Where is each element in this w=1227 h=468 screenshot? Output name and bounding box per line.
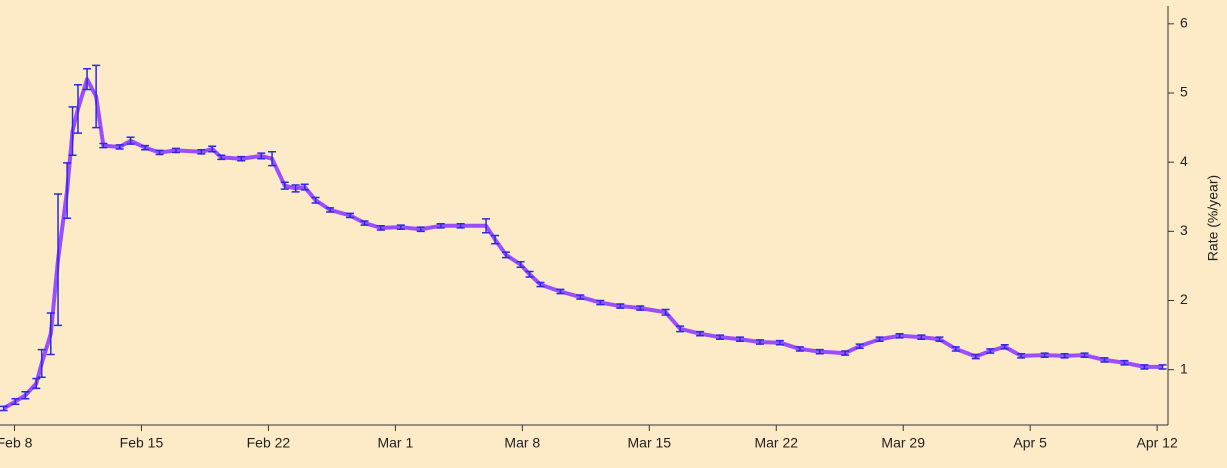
error-bar <box>775 339 784 346</box>
error-bar <box>491 234 500 245</box>
error-bar <box>755 339 764 345</box>
error-bar <box>217 154 226 161</box>
error-bar <box>502 251 511 259</box>
x-tick-label: Feb 8 <box>0 435 33 451</box>
error-bar <box>917 334 926 340</box>
error-bar <box>141 144 150 151</box>
error-bar <box>1140 364 1149 370</box>
error-bar <box>576 294 585 300</box>
error-bar <box>482 218 491 234</box>
error-bar <box>895 332 904 339</box>
error-bar <box>115 144 124 150</box>
error-bar <box>0 405 8 412</box>
error-bar <box>37 348 46 379</box>
y-tick-label: 1 <box>1180 360 1188 376</box>
error-bar <box>360 220 369 226</box>
error-bar <box>197 148 206 155</box>
error-bar <box>661 308 670 316</box>
error-bar <box>32 377 41 390</box>
error-bar <box>126 136 135 145</box>
error-bar <box>300 183 309 191</box>
x-tick-label: Mar 8 <box>504 435 540 451</box>
error-bar <box>73 83 82 134</box>
error-bar <box>696 330 705 337</box>
error-bar <box>11 397 20 405</box>
error-bar <box>935 336 944 343</box>
error-bar <box>875 336 884 343</box>
error-bar <box>986 348 995 354</box>
error-bar <box>971 353 980 360</box>
error-bar <box>815 348 824 355</box>
error-bar <box>346 212 355 219</box>
error-bar <box>63 162 72 219</box>
error-bar <box>237 155 246 162</box>
error-bar <box>855 343 864 349</box>
error-bar <box>54 193 63 327</box>
x-tick-label: Mar 1 <box>377 435 413 451</box>
error-bar <box>280 181 289 190</box>
error-bar <box>795 346 804 352</box>
error-bar <box>68 106 77 156</box>
error-bar <box>1040 352 1049 358</box>
error-bar <box>716 334 725 340</box>
x-tick-label: Mar 22 <box>754 435 798 451</box>
error-bar <box>841 350 850 356</box>
error-bar <box>1017 353 1026 359</box>
error-bar <box>525 270 534 278</box>
error-bar <box>46 312 55 356</box>
x-tick-label: Mar 29 <box>881 435 925 451</box>
error-bar <box>636 305 645 311</box>
error-bar <box>1120 359 1129 366</box>
error-bar <box>456 222 465 229</box>
error-bar <box>1000 344 1009 350</box>
error-bar <box>268 151 277 167</box>
error-bar <box>516 261 525 269</box>
error-bar <box>1100 357 1109 363</box>
y-tick-label: 6 <box>1180 15 1188 31</box>
error-bar <box>596 299 605 306</box>
y-tick-label: 4 <box>1180 153 1188 169</box>
error-bar <box>92 64 101 129</box>
error-bar <box>1060 353 1069 359</box>
error-bar <box>21 391 30 400</box>
y-tick-label: 3 <box>1180 222 1188 238</box>
y-tick-label: 2 <box>1180 291 1188 307</box>
x-tick-label: Feb 22 <box>247 435 291 451</box>
error-bar <box>311 196 320 204</box>
error-bar <box>208 145 217 153</box>
error-bar <box>1080 352 1089 358</box>
x-tick-label: Feb 15 <box>120 435 164 451</box>
error-bar <box>99 142 108 149</box>
y-axis-label: Rate (%/year) <box>1205 175 1221 261</box>
error-bar <box>536 281 545 288</box>
error-bar <box>155 149 164 156</box>
y-tick-label: 5 <box>1180 84 1188 100</box>
error-bar <box>326 207 335 213</box>
error-bar <box>556 288 565 295</box>
error-bar <box>376 225 385 231</box>
x-tick-label: Apr 12 <box>1136 435 1177 451</box>
error-bar <box>951 346 960 352</box>
error-bar <box>171 147 180 154</box>
error-bar <box>291 184 300 193</box>
data-line <box>2 77 1163 411</box>
error-bar <box>676 325 685 333</box>
error-bar <box>616 303 625 309</box>
error-bar <box>1158 364 1167 370</box>
error-bar <box>735 336 744 343</box>
error-bar <box>83 68 92 91</box>
error-bar <box>416 226 425 233</box>
x-tick-label: Mar 15 <box>628 435 672 451</box>
error-bar <box>436 222 445 229</box>
error-bar <box>257 152 266 160</box>
error-bar <box>396 224 405 231</box>
x-tick-label: Apr 5 <box>1013 435 1047 451</box>
